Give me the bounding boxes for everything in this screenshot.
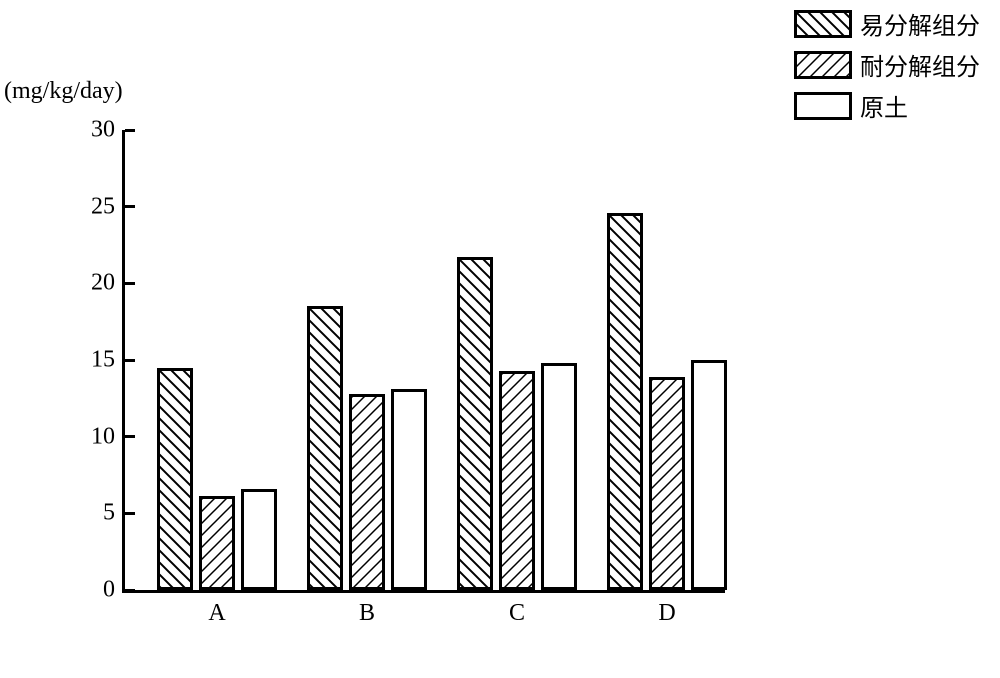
bar-easy-D	[607, 213, 643, 590]
y-tick-label: 30	[65, 117, 115, 144]
y-tick	[125, 129, 135, 132]
legend: 易分解组分 耐分解组分 原土	[794, 6, 980, 129]
y-tick-label: 25	[65, 193, 115, 220]
y-tick-label: 5	[65, 500, 115, 527]
y-tick	[125, 435, 135, 438]
legend-swatch-resist	[794, 51, 852, 79]
legend-swatch-easy	[794, 10, 852, 38]
x-category-label: D	[658, 600, 675, 627]
y-tick	[125, 205, 135, 208]
y-tick	[125, 589, 135, 592]
bar-easy-A	[157, 368, 193, 590]
x-category-label: A	[208, 600, 225, 627]
legend-label-easy: 易分解组分	[860, 6, 980, 41]
bar-easy-B	[307, 306, 343, 590]
plot-area: 051015202530ABCD	[122, 130, 725, 593]
bar-native-C	[541, 363, 577, 590]
bar-native-D	[691, 360, 727, 590]
bar-native-B	[391, 389, 427, 590]
y-tick-label: 10	[65, 423, 115, 450]
x-category-label: C	[509, 600, 525, 627]
legend-swatch-native	[794, 92, 852, 120]
x-category-label: B	[359, 600, 375, 627]
bar-resist-D	[649, 377, 685, 590]
bar-native-A	[241, 489, 277, 590]
bar-easy-C	[457, 257, 493, 590]
bar-resist-A	[199, 496, 235, 590]
bar-resist-B	[349, 394, 385, 590]
y-tick-label: 20	[65, 270, 115, 297]
y-tick	[125, 512, 135, 515]
legend-label-native: 原土	[860, 88, 908, 123]
legend-label-resist: 耐分解组分	[860, 47, 980, 82]
y-tick-label: 0	[65, 577, 115, 604]
y-axis-unit-label: (mg/kg/day)	[4, 78, 123, 105]
legend-item-easy: 易分解组分	[794, 6, 980, 41]
legend-item-resist: 耐分解组分	[794, 47, 980, 82]
y-tick-label: 15	[65, 347, 115, 374]
legend-item-native: 原土	[794, 88, 980, 123]
bar-resist-C	[499, 371, 535, 590]
y-tick	[125, 282, 135, 285]
y-tick	[125, 359, 135, 362]
